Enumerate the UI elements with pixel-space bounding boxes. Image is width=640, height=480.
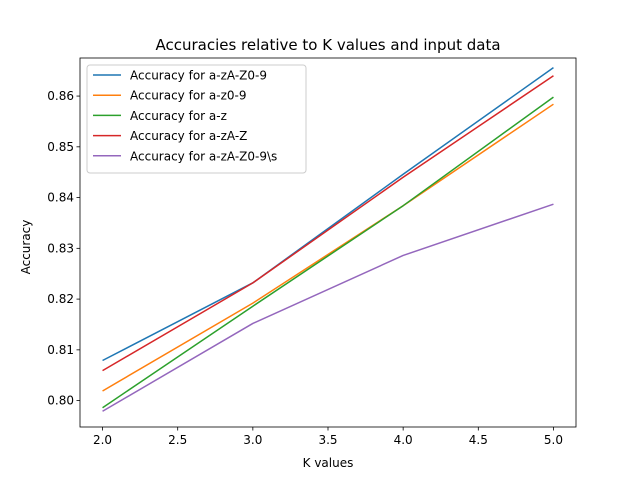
legend-label: Accuracy for a-zA-Z0-9\s <box>130 149 277 163</box>
y-tick-label: 0.83 <box>47 241 74 255</box>
x-tick-label: 3.5 <box>318 433 337 447</box>
x-tick-label: 3.0 <box>243 433 262 447</box>
series-layer <box>102 67 554 412</box>
y-tick-label: 0.86 <box>47 89 74 103</box>
x-tick-label: 4.0 <box>394 433 413 447</box>
legend-label: Accuracy for a-z0-9 <box>130 89 247 103</box>
series-line-2 <box>102 103 554 392</box>
y-axis: 0.80 0.81 0.82 0.83 0.84 0.85 0.86 <box>47 89 80 408</box>
series-line-5 <box>102 203 554 412</box>
x-tick-label: 2.5 <box>168 433 187 447</box>
y-tick-label: 0.84 <box>47 191 74 205</box>
series-line-4 <box>102 75 554 372</box>
series-line-1 <box>102 67 554 362</box>
x-tick-label: 4.5 <box>469 433 488 447</box>
y-tick-label: 0.81 <box>47 343 74 357</box>
x-axis: 2.0 2.5 3.0 3.5 4.0 4.5 5.0 <box>93 427 563 447</box>
legend: Accuracy for a-zA-Z0-9 Accuracy for a-z0-… <box>86 64 307 174</box>
series-line-3 <box>102 96 554 409</box>
y-tick-label: 0.82 <box>47 292 74 306</box>
chart-title: Accuracies relative to K values and inpu… <box>155 36 500 54</box>
legend-label: Accuracy for a-z <box>130 109 227 123</box>
legend-box <box>86 64 307 174</box>
y-tick-label: 0.85 <box>47 140 74 154</box>
legend-label: Accuracy for a-zA-Z <box>130 129 247 143</box>
x-tick-label: 5.0 <box>544 433 563 447</box>
x-tick-label: 2.0 <box>93 433 112 447</box>
legend-label: Accuracy for a-zA-Z0-9 <box>130 69 267 83</box>
y-axis-label: Accuracy <box>19 220 33 275</box>
y-tick-label: 0.80 <box>47 394 74 408</box>
x-axis-label: K values <box>303 456 354 470</box>
